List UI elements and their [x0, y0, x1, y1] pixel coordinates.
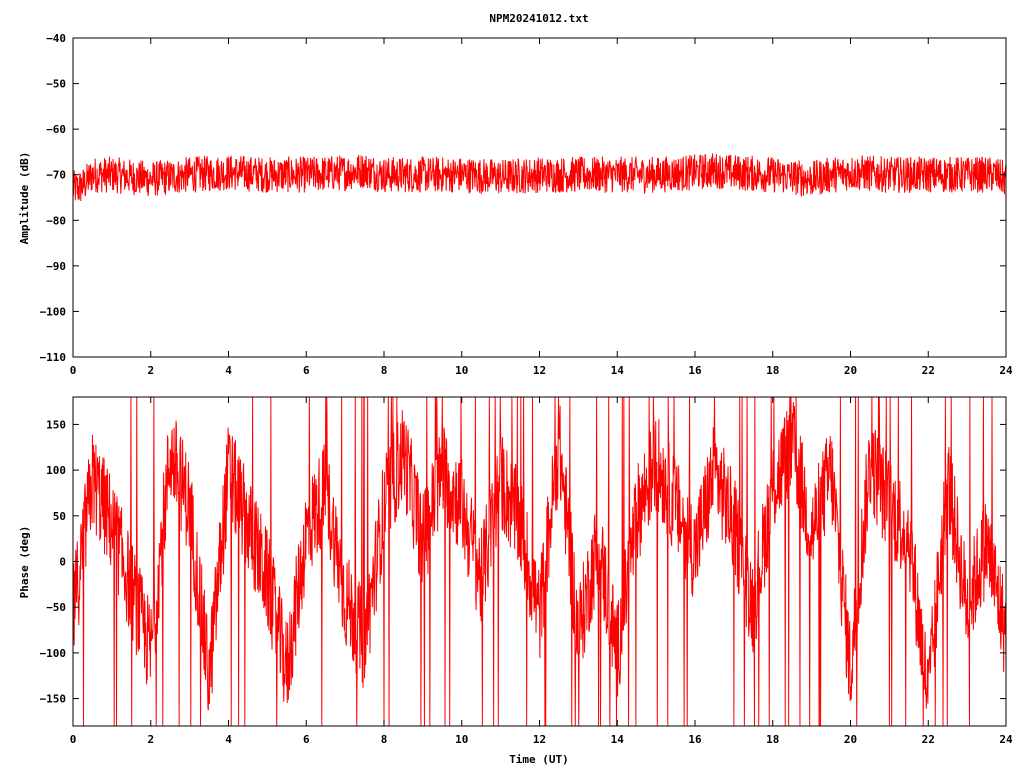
amplitude-panel: 0 2 4 6 8 10 12 14 16 18 20 22 24−40−50−60−70−80−90−… [18, 32, 1013, 377]
y-tick-label: −60 [46, 123, 66, 136]
y-tick-label: −100 [40, 647, 67, 660]
x-tick-label: 20 [844, 364, 857, 377]
x-tick-label: 0 [70, 733, 77, 746]
x-tick-label: 22 [922, 733, 935, 746]
y-tick-label: −50 [46, 78, 66, 91]
x-tick-label: 22 [922, 364, 935, 377]
x-tick-label: 6 [303, 364, 310, 377]
x-axis-label: Time (UT) [509, 753, 569, 766]
x-tick-label: 8 [381, 364, 388, 377]
x-tick-label: 16 [688, 733, 702, 746]
y-tick-label: 100 [46, 464, 66, 477]
x-tick-label: 12 [533, 733, 546, 746]
x-tick-label: 14 [611, 733, 625, 746]
y-tick-label: −90 [46, 260, 66, 273]
x-tick-label: 20 [844, 733, 857, 746]
x-tick-label: 2 [147, 733, 154, 746]
x-tick-label: 16 [688, 364, 702, 377]
y-tick-label: −80 [46, 214, 66, 227]
phase-ticks: 0 2 4 6 8 10 12 14 16 18 20 22 24150100500−50−100−15… [40, 397, 1013, 746]
x-tick-label: 24 [999, 733, 1013, 746]
x-tick-label: 4 [225, 733, 232, 746]
y-tick-label: −100 [40, 305, 67, 318]
y-tick-label: −50 [46, 601, 66, 614]
x-tick-label: 0 [70, 364, 77, 377]
phase-series [72, 396, 1007, 727]
y-tick-label: −150 [40, 693, 67, 706]
x-tick-label: 10 [455, 733, 468, 746]
phase-y-axis-label: Phase (deg) [18, 526, 31, 599]
x-tick-label: 18 [766, 733, 779, 746]
amplitude-y-axis-label: Amplitude (dB) [18, 152, 31, 245]
x-tick-label: 10 [455, 364, 468, 377]
y-tick-label: 150 [46, 418, 66, 431]
x-tick-label: 2 [147, 364, 154, 377]
amplitude-series [72, 153, 1007, 202]
amplitude-line [72, 153, 1007, 202]
x-tick-label: 14 [611, 364, 625, 377]
x-tick-label: 18 [766, 364, 779, 377]
x-tick-label: 12 [533, 364, 546, 377]
y-tick-label: −110 [40, 351, 67, 364]
chart-title: NPM20241012.txt [489, 12, 588, 25]
amplitude-ticks: 0 2 4 6 8 10 12 14 16 18 20 22 24−40−50−60−70−80−90−… [40, 32, 1013, 377]
x-tick-label: 4 [225, 364, 232, 377]
y-tick-label: 0 [59, 556, 66, 569]
phase-panel: 0 2 4 6 8 10 12 14 16 18 20 22 24150100500−50−100−15… [18, 396, 1013, 766]
x-tick-label: 8 [381, 733, 388, 746]
x-tick-label: 6 [303, 733, 310, 746]
y-tick-label: −70 [46, 169, 66, 182]
y-tick-label: 50 [53, 510, 66, 523]
y-tick-label: −40 [46, 32, 66, 45]
x-tick-label: 24 [999, 364, 1013, 377]
phase-line [72, 396, 1007, 727]
